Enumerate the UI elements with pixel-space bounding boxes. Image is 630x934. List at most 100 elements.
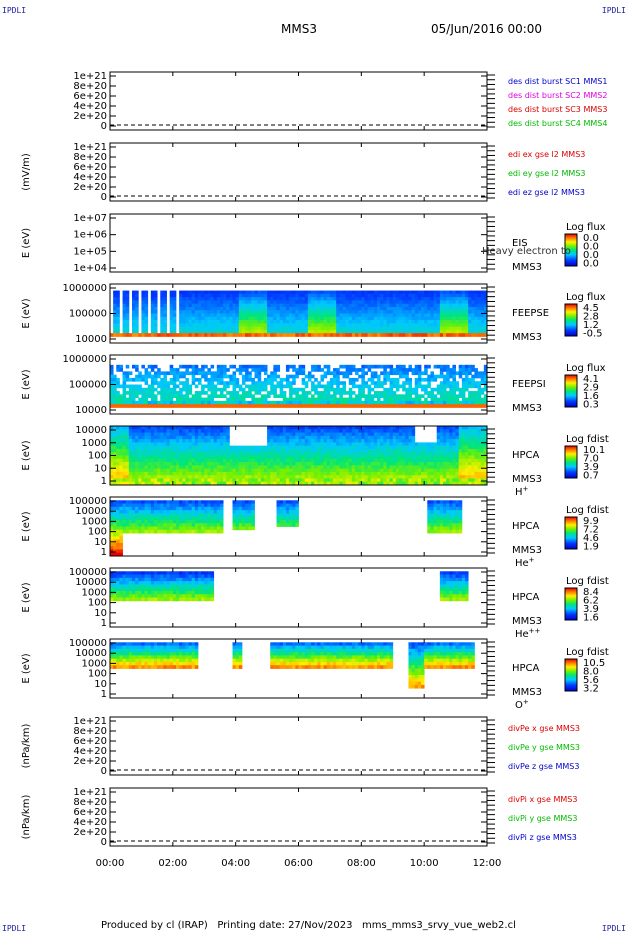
spectrogram-cell — [408, 391, 412, 395]
spectrogram-cell — [257, 468, 262, 473]
spectrogram-cell — [301, 391, 306, 395]
spectrogram-cell — [455, 313, 460, 318]
spectrogram-cell — [367, 429, 372, 433]
spectrogram-cell — [311, 394, 315, 399]
spectrogram-cell — [345, 468, 350, 473]
spectrogram-cell — [446, 300, 450, 305]
spectrogram-cell — [260, 404, 265, 408]
spectrogram-cell — [153, 371, 158, 376]
spectrogram-cell — [273, 471, 277, 476]
spectrogram-cell — [191, 471, 196, 476]
spectrogram-cell — [339, 326, 343, 331]
spectrogram-cell — [279, 445, 284, 450]
spectrogram-cell — [153, 462, 158, 466]
spectrogram-cell — [285, 384, 290, 389]
spectrogram-cell — [279, 448, 284, 453]
spectrogram-cell — [301, 465, 306, 470]
spectrogram-cell — [408, 439, 412, 443]
spectrogram-cell — [289, 471, 293, 476]
spectrogram-cell — [169, 368, 174, 372]
spectrogram-cell — [128, 371, 133, 376]
spectrogram-cell — [285, 323, 290, 328]
spectrogram-cell — [402, 368, 406, 372]
spectrogram-cell — [323, 465, 328, 470]
spectrogram-cell — [179, 397, 183, 402]
spectrogram-cell — [194, 303, 199, 308]
spectrogram-cell — [223, 394, 227, 399]
spectrogram-cell — [185, 310, 189, 314]
spectrogram-cell — [289, 458, 293, 463]
spectrogram-cell — [197, 323, 202, 328]
spectrogram-cell — [153, 293, 158, 298]
spectrogram-cell — [213, 468, 218, 473]
spectrogram-cell — [201, 300, 205, 305]
colorbar — [564, 374, 578, 408]
spectrogram-cell — [465, 468, 469, 473]
spectrogram-cell — [455, 435, 460, 440]
spectrogram-cell — [380, 452, 384, 456]
spectrogram-cell — [289, 300, 293, 305]
spectrogram-cell — [125, 448, 130, 453]
spectrogram-cell — [348, 432, 353, 437]
spectrogram-cell — [213, 439, 218, 443]
spectrogram-cell — [430, 458, 434, 463]
spectrogram-cell — [232, 455, 237, 460]
spectrogram-cell — [465, 452, 469, 456]
spectrogram-cell — [135, 290, 139, 295]
spectrogram-cell — [238, 293, 243, 298]
spectrogram-cell — [279, 478, 284, 483]
spectrogram-cell — [386, 300, 391, 305]
spectrogram-cell — [430, 313, 434, 318]
spectrogram-cell — [282, 481, 287, 486]
spectrogram-cell — [392, 326, 397, 331]
spectrogram-cell — [468, 377, 472, 382]
spectrogram-cell — [251, 377, 255, 382]
spectrogram-cell — [245, 326, 249, 331]
spectrogram-cell — [417, 404, 422, 408]
spectrogram-cell — [380, 391, 384, 395]
spectrogram-cell — [389, 400, 394, 405]
spectrogram-cell — [427, 448, 431, 453]
spectrogram-cell — [289, 397, 293, 402]
spectrogram-cell — [320, 442, 325, 447]
spectrogram-cell — [380, 462, 384, 466]
spectrogram-cell — [122, 481, 127, 486]
spectrogram-cell — [254, 313, 259, 318]
spectrogram-cell — [446, 432, 450, 437]
spectrogram-cell — [182, 462, 186, 466]
spectrogram-cell — [436, 426, 441, 430]
spectrogram-cell — [201, 475, 205, 479]
spectrogram-cell — [417, 475, 422, 479]
spectrogram-cell — [436, 442, 441, 447]
spectrogram-cell — [399, 394, 403, 399]
spectrogram-cell — [411, 391, 416, 395]
spectrogram-cell — [191, 442, 196, 447]
spectrogram-cell — [285, 293, 290, 298]
spectrogram-cell — [295, 445, 299, 450]
spectrogram-cell — [194, 384, 199, 389]
spectrogram-cell — [468, 306, 472, 311]
spectrogram-cell — [417, 306, 422, 311]
spectrogram-cell — [163, 478, 167, 483]
spectrogram-cell — [452, 439, 456, 443]
spectrogram-cell — [210, 448, 215, 453]
spectrogram-cell — [128, 452, 133, 456]
spectrogram-cell — [355, 394, 359, 399]
spectrogram-cell — [405, 374, 409, 379]
spectrogram-cell — [377, 400, 381, 405]
spectrogram-cell — [141, 394, 145, 399]
spectrogram-cell — [342, 310, 347, 314]
spectrogram-cell — [207, 452, 211, 456]
spectrogram-cell — [116, 458, 120, 463]
spectrogram-cell — [364, 371, 369, 376]
spectrogram-cell — [270, 306, 274, 311]
spectrogram-cell — [465, 462, 469, 466]
spectrogram-cell — [185, 475, 189, 479]
spectrogram-cell — [292, 313, 296, 318]
spectrogram-cell — [329, 371, 334, 376]
spectrogram-cell — [232, 313, 237, 318]
spectrogram-cell — [317, 323, 321, 328]
spectrogram-cell — [358, 448, 362, 453]
spectrogram-cell — [201, 481, 205, 486]
spectrogram-cell — [452, 310, 456, 314]
